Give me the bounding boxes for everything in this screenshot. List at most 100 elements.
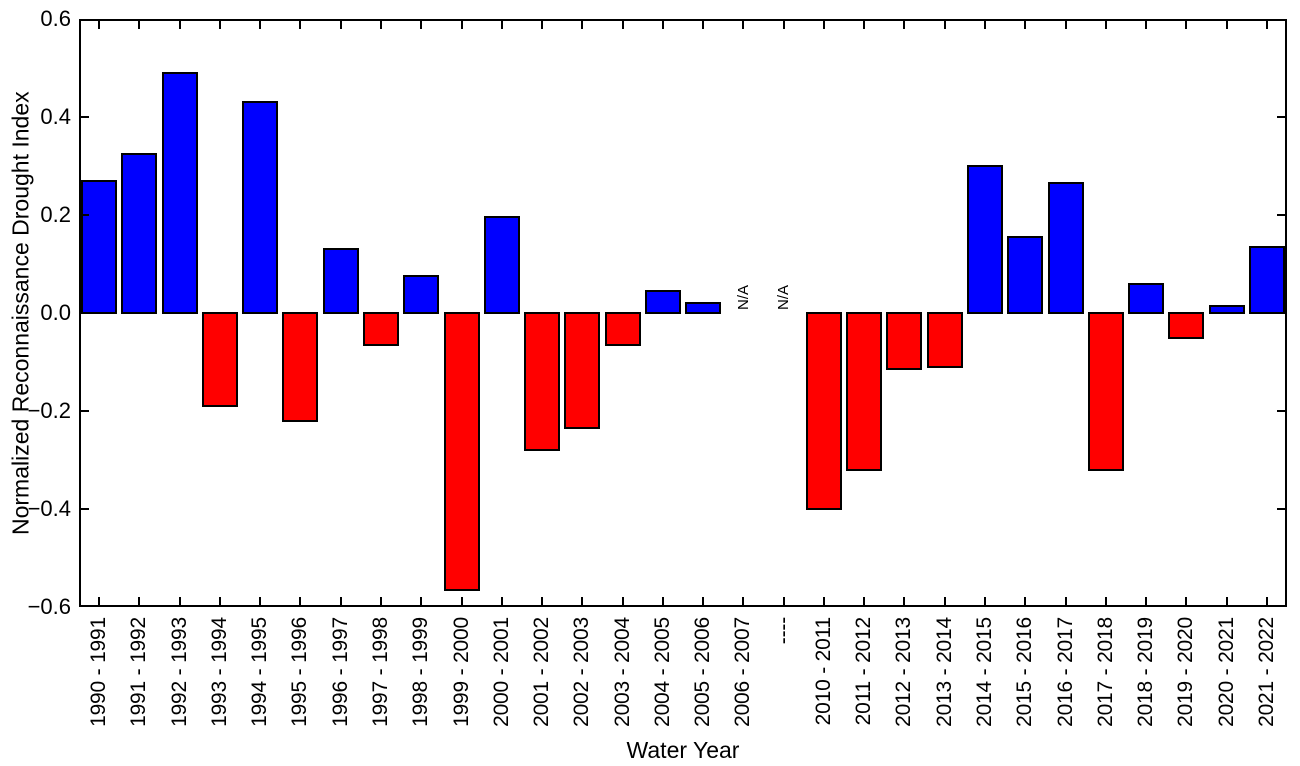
bar-2017-2018 — [1087, 312, 1124, 471]
bar-2015-2016 — [1007, 236, 1044, 314]
x-tick-label: 2006 - 2007 — [731, 617, 755, 727]
x-tick-bottom — [178, 597, 181, 605]
x-tick-bottom — [1145, 597, 1148, 605]
x-tick-top — [1104, 21, 1107, 29]
x-tick-label: 2020 - 2021 — [1214, 617, 1238, 727]
x-tick-label: 1999 - 2000 — [449, 617, 473, 727]
x-tick-bottom — [380, 597, 382, 605]
x-tick-label: 1990 - 1991 — [87, 617, 111, 727]
x-tick-bottom — [1024, 597, 1027, 605]
x-tick-top — [460, 21, 463, 29]
y-tick-left — [81, 312, 89, 314]
x-tick-top — [621, 21, 624, 29]
bar-1999-2000 — [443, 312, 480, 591]
x-tick-bottom — [984, 597, 986, 605]
x-tick-top — [1024, 21, 1027, 29]
x-tick-bottom — [822, 597, 825, 605]
x-tick-bottom — [420, 597, 423, 605]
x-tick-top — [1064, 21, 1067, 29]
bar-2014-2015 — [967, 165, 1003, 314]
y-tick-label: −0.4 — [27, 496, 71, 521]
x-tick-top — [380, 21, 382, 29]
y-tick-left — [81, 508, 89, 510]
x-tick-label: 2021 - 2022 — [1254, 617, 1278, 727]
plot-area — [79, 19, 1287, 607]
x-tick-label: 2016 - 2017 — [1053, 617, 1077, 727]
x-tick-top — [1265, 21, 1268, 29]
x-tick-label: 1993 - 1994 — [207, 617, 231, 727]
bar-1991-1992 — [121, 152, 158, 314]
x-tick-label: 2001 - 2002 — [530, 617, 554, 727]
x-tick-top — [822, 21, 825, 29]
x-tick-top — [218, 21, 221, 29]
x-tick-bottom — [782, 597, 785, 605]
bar-2021-2022 — [1248, 245, 1285, 314]
x-tick-bottom — [218, 597, 221, 605]
bar-2000-2001 — [483, 216, 520, 314]
x-tick-label: 1995 - 1996 — [288, 617, 312, 727]
x-tick-top — [98, 21, 101, 29]
x-tick-label: 1991 - 1992 — [127, 617, 151, 727]
x-tick-bottom — [460, 597, 463, 605]
y-tick-label: 0.6 — [40, 6, 71, 31]
x-tick-bottom — [1225, 597, 1228, 605]
x-tick-top — [178, 21, 181, 29]
bar-1995-1996 — [282, 312, 319, 422]
x-tick-bottom — [702, 597, 705, 605]
bar-2012-2013 — [886, 312, 923, 371]
x-tick-top — [1145, 21, 1148, 29]
bar-1994-1995 — [242, 101, 279, 314]
x-tick-top — [903, 21, 906, 29]
x-tick-top — [500, 21, 503, 29]
y-tick-label: −0.6 — [27, 594, 71, 619]
x-tick-label: 2005 - 2006 — [691, 617, 715, 727]
x-tick-top — [1225, 21, 1228, 29]
bar-1997-1998 — [363, 312, 399, 346]
x-tick-bottom — [1265, 597, 1268, 605]
y-tick-right — [1277, 508, 1285, 510]
x-tick-label: 2000 - 2001 — [489, 617, 513, 727]
x-tick-top — [1185, 21, 1188, 29]
x-tick-bottom — [1185, 597, 1188, 605]
x-tick-label: 1998 - 1999 — [409, 617, 433, 727]
x-tick-label: 1992 - 1993 — [167, 617, 191, 727]
x-tick-bottom — [138, 597, 141, 605]
x-tick-top — [984, 21, 986, 29]
x-tick-label: 2003 - 2004 — [610, 617, 634, 727]
x-tick-top — [661, 21, 664, 29]
x-tick-top — [863, 21, 866, 29]
x-tick-top — [339, 21, 342, 29]
y-tick-left — [81, 214, 89, 216]
x-tick-bottom — [742, 597, 745, 605]
x-tick-bottom — [863, 597, 866, 605]
bar-1993-1994 — [201, 312, 238, 408]
x-tick-bottom — [581, 597, 584, 605]
bar-2005-2006 — [685, 302, 722, 314]
x-tick-label: 2015 - 2016 — [1013, 617, 1037, 727]
x-tick-bottom — [1064, 597, 1067, 605]
x-tick-label: 2011 - 2012 — [852, 617, 876, 726]
y-tick-label: 0.4 — [40, 104, 71, 129]
x-tick-label-gap: ---- — [771, 617, 795, 645]
bar-2020-2021 — [1208, 304, 1245, 314]
x-tick-label: 2002 - 2003 — [570, 617, 594, 727]
x-tick-top — [702, 21, 705, 29]
y-tick-right — [1277, 410, 1285, 412]
bar-2018-2019 — [1128, 282, 1165, 314]
bar-1992-1993 — [161, 71, 198, 314]
bar-2016-2017 — [1047, 182, 1084, 314]
x-tick-bottom — [259, 597, 262, 605]
x-tick-top — [782, 21, 785, 29]
x-tick-label: 1997 - 1998 — [369, 617, 392, 727]
x-tick-label: 2014 - 2015 — [973, 617, 996, 727]
bar-1996-1997 — [322, 248, 359, 314]
x-tick-bottom — [621, 597, 624, 605]
x-tick-label: 1994 - 1995 — [248, 617, 272, 727]
x-tick-bottom — [98, 597, 101, 605]
x-tick-label: 2018 - 2019 — [1134, 617, 1158, 727]
x-axis-label: Water Year — [626, 737, 740, 763]
bar-1990-1991 — [81, 179, 118, 314]
bar-2011-2012 — [846, 312, 883, 471]
x-tick-top — [138, 21, 141, 29]
